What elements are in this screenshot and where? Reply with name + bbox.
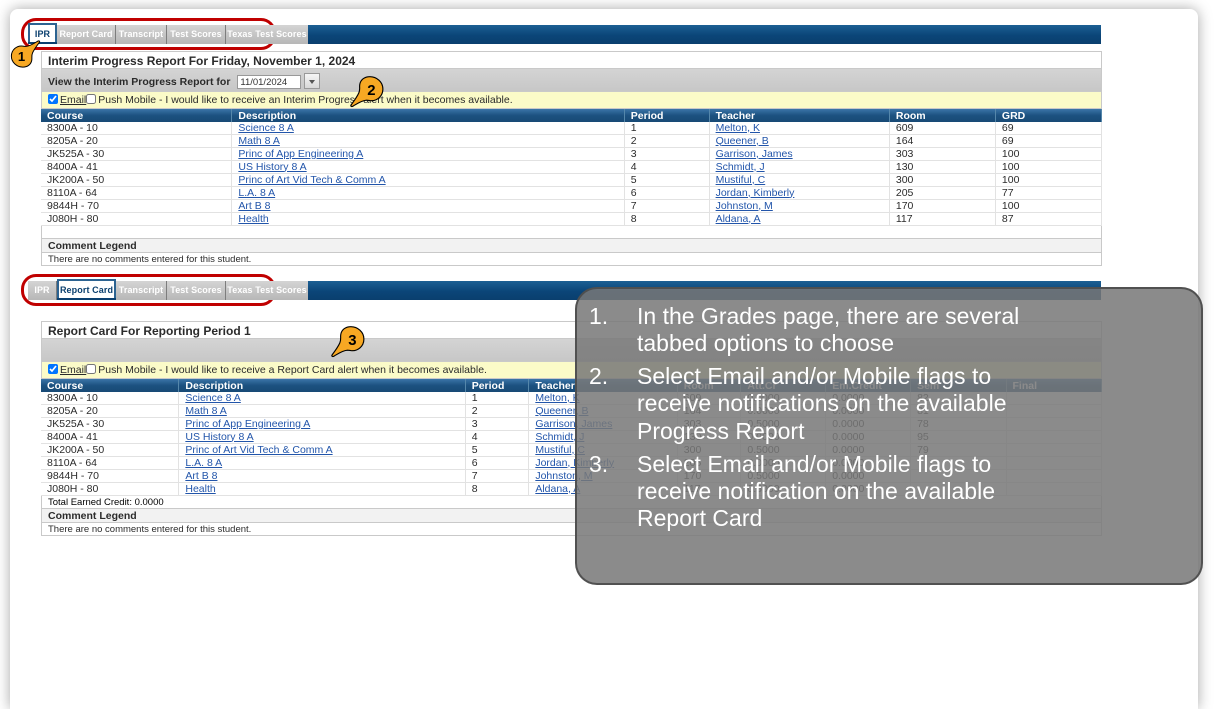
svg-text:2: 2 <box>367 83 375 99</box>
svg-text:1: 1 <box>18 49 25 64</box>
svg-text:3: 3 <box>348 333 356 349</box>
